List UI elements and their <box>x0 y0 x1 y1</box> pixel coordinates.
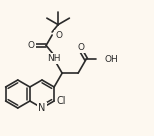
Text: NH: NH <box>47 54 61 63</box>
Text: N: N <box>38 103 46 113</box>
Text: Cl: Cl <box>56 96 66 106</box>
Text: O: O <box>55 31 62 40</box>
Text: O: O <box>78 43 85 52</box>
Text: O: O <box>28 41 35 50</box>
Text: OH: OH <box>104 55 118 64</box>
